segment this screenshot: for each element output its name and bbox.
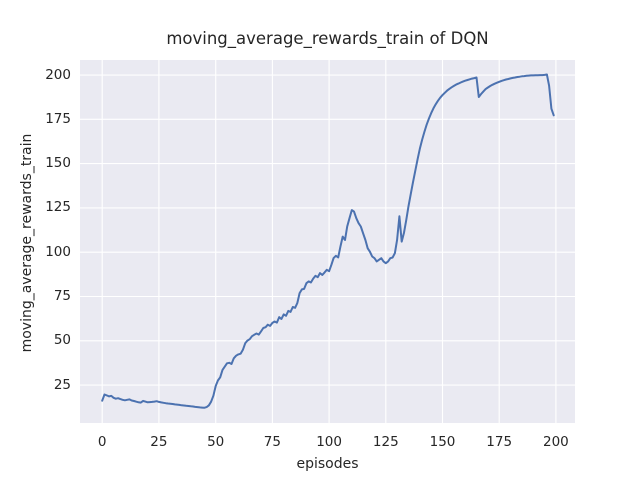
- y-tick-label: 125: [45, 199, 71, 216]
- x-tick-label: 75: [263, 434, 281, 450]
- y-tick-label: 25: [53, 376, 71, 393]
- x-tick-label: 25: [150, 434, 168, 450]
- chart-title: moving_average_rewards_train of DQN: [166, 29, 489, 48]
- y-tick-label: 150: [45, 155, 71, 172]
- x-tick-label: 0: [97, 434, 107, 450]
- x-tick-label: 150: [429, 434, 456, 450]
- y-tick-label: 75: [53, 288, 71, 304]
- x-tick-label: 125: [372, 434, 399, 450]
- y-tick-label: 200: [45, 66, 71, 83]
- x-tick-label: 175: [486, 434, 513, 450]
- y-tick-label: 100: [45, 243, 71, 260]
- x-axis-label: episodes: [296, 456, 359, 472]
- x-tick-label: 50: [207, 434, 225, 450]
- x-tick-label: 100: [316, 434, 342, 450]
- plot-area: [80, 60, 575, 423]
- data-line: [101, 73, 555, 409]
- y-tick-label: 175: [45, 110, 71, 127]
- x-tick-label: 200: [543, 434, 569, 450]
- y-tick-label: 50: [53, 332, 71, 349]
